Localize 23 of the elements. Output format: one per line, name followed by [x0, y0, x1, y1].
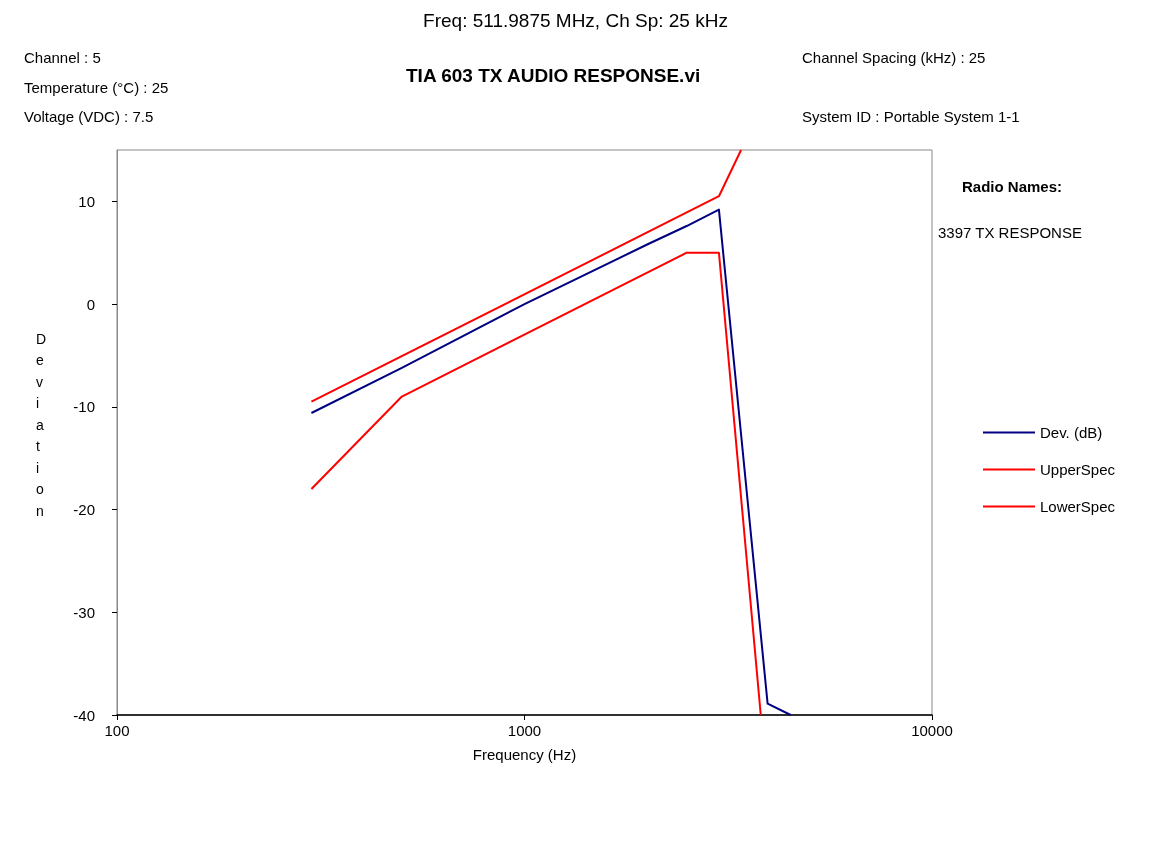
- text: Voltage (VDC) : 7.5: [24, 108, 154, 125]
- x-axis-title: Frequency (Hz): [472, 746, 577, 763]
- y-tick-label: 0: [86, 295, 95, 313]
- text: Channel : 5: [24, 49, 101, 66]
- text: Deviation: [36, 330, 47, 519]
- y-tick-label: 10: [78, 192, 95, 210]
- y-tick-label: -20: [73, 501, 95, 519]
- legend-label: UpperSpec: [1040, 461, 1116, 478]
- text: 3397 TX RESPONSE: [938, 224, 1082, 241]
- y-tick-label: -10: [73, 398, 95, 416]
- x-tick-label: 10000: [911, 722, 953, 739]
- chart-subtitle: TIA 603 TX AUDIO RESPONSE.vi: [406, 65, 701, 86]
- y-tick-label: -30: [73, 603, 95, 621]
- chart-title: Freq: 511.9875 MHz, Ch Sp: 25 kHz: [423, 10, 728, 31]
- x-tick-label: 1000: [507, 722, 542, 739]
- y-tick-label: -40: [73, 706, 95, 724]
- text: Channel Spacing (kHz) : 25: [802, 49, 986, 66]
- text: Temperature (°C) : 25: [24, 79, 169, 96]
- text: Radio Names:: [962, 178, 1063, 195]
- legend-label: LowerSpec: [1040, 498, 1116, 515]
- text: System ID : Portable System 1-1: [802, 108, 1020, 125]
- x-tick-label: 100: [104, 722, 130, 739]
- legend-label: Dev. (dB): [1040, 424, 1103, 441]
